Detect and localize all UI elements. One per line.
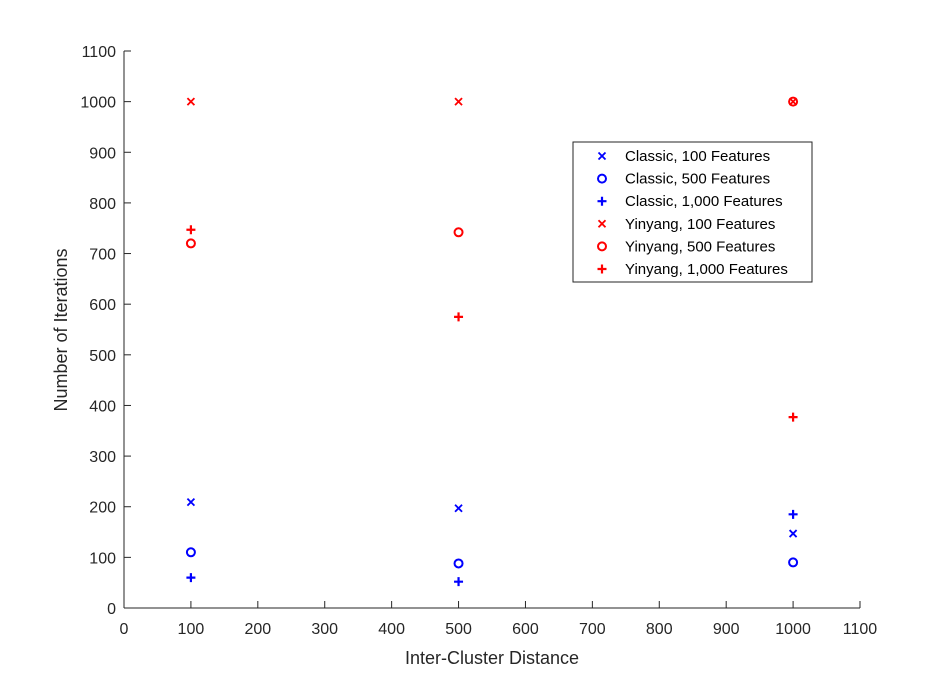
data-point (788, 412, 798, 422)
x-tick-label: 1100 (843, 621, 878, 638)
data-point (454, 312, 464, 322)
x-tick-label: 0 (120, 621, 129, 638)
y-tick-label: 500 (89, 348, 116, 365)
y-tick-label: 200 (89, 500, 116, 517)
data-point (454, 577, 464, 587)
legend-label: Yinyang, 100 Features (625, 216, 775, 233)
data-point (453, 558, 464, 569)
data-point (185, 547, 196, 558)
data-marks (185, 96, 799, 587)
x-tick-label: 600 (512, 621, 539, 638)
legend-marker (597, 264, 607, 274)
y-tick-label: 900 (89, 145, 116, 162)
legend-label: Classic, 100 Features (625, 148, 770, 165)
data-point (186, 573, 196, 583)
data-point (186, 498, 196, 507)
data-point (453, 227, 464, 238)
data-point (186, 97, 196, 106)
data-point (454, 504, 463, 513)
legend-label: Yinyang, 1,000 Features (625, 261, 788, 278)
x-tick-label: 500 (445, 621, 472, 638)
legend-label: Yinyang, 500 Features (625, 238, 775, 255)
legend-box (572, 141, 813, 283)
y-tick-label: 0 (107, 601, 116, 618)
legend-marker (597, 219, 607, 228)
data-point (186, 225, 196, 235)
data-point (788, 557, 799, 568)
x-tick-label: 100 (178, 621, 205, 638)
legend-marker (597, 173, 607, 184)
x-tick-label: 700 (579, 621, 606, 638)
x-axis-label: Inter-Cluster Distance (405, 648, 579, 668)
legend-label: Classic, 1,000 Features (625, 193, 783, 210)
legend-marker (597, 151, 607, 161)
y-axis-label: Number of Iterations (51, 248, 71, 411)
x-tick-label: 200 (244, 621, 271, 638)
y-tick-label: 400 (89, 398, 116, 415)
legend-marker (597, 196, 607, 206)
y-tick-label: 800 (89, 196, 116, 213)
x-tick-label: 1000 (775, 621, 811, 638)
data-point (788, 96, 799, 107)
legend: Classic, 100 Features Classic, 500 Featur… (572, 141, 813, 283)
axes: 0 100 200 300 400 500 600 700 800 900 1000 1100 0 100… (80, 44, 877, 638)
y-tick-label: 100 (89, 550, 116, 567)
x-tick-label: 300 (311, 621, 338, 638)
data-point (788, 509, 798, 519)
data-point (788, 529, 798, 538)
data-point (185, 238, 196, 249)
y-tick-label: 700 (89, 247, 116, 264)
y-tick-label: 600 (89, 297, 116, 314)
data-point (454, 97, 463, 106)
x-tick-label: 400 (378, 621, 405, 638)
legend-label: Classic, 500 Features (625, 171, 770, 188)
y-tick-label: 300 (89, 449, 116, 466)
y-tick-label: 1100 (82, 44, 117, 61)
legend-marker (597, 241, 607, 252)
x-tick-label: 900 (713, 621, 740, 638)
x-tick-label: 800 (646, 621, 673, 638)
y-tick-label: 1000 (80, 95, 116, 112)
